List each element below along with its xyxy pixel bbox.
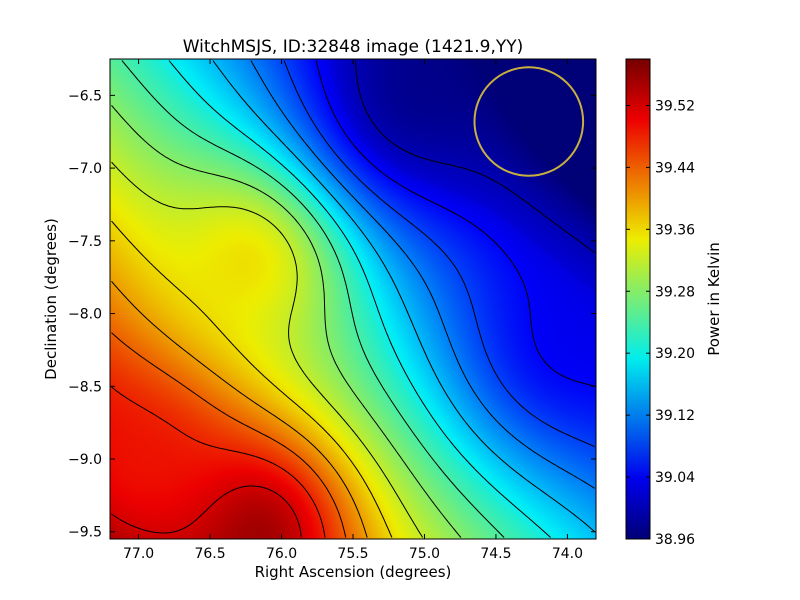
contour-line <box>354 60 595 254</box>
colorbar-ticks: 39.52 39.44 39.36 39.28 39.20 39.12 39.04 38.96 <box>626 98 695 548</box>
colorbar-tick-label: 39.04 <box>655 470 695 486</box>
colorbar-tick-label: 39.52 <box>655 98 695 114</box>
x-axis: 77.0 76.5 76.0 75.5 75.0 74.5 74.0 <box>123 59 583 562</box>
heatmap-image <box>110 59 596 539</box>
y-tick-label: −6.5 <box>68 88 102 104</box>
x-tick-label: 74.5 <box>480 546 511 562</box>
y-axis: −6.5 −7.0 −7.5 −8.0 −8.5 −9.0 −9.5 <box>68 88 596 541</box>
colorbar-frame <box>625 58 651 540</box>
colorbar-gradient <box>626 59 650 539</box>
plot-area: 77.0 76.5 76.0 75.5 75.0 74.5 74.0 −6.5 −7.0 −7.… <box>68 58 597 562</box>
x-tick-label: 76.5 <box>194 546 225 562</box>
chart-title: WitchMSJS, ID:32848 image (1421.9,YY) <box>183 37 524 57</box>
contour-line <box>111 220 393 538</box>
colorbar-tick-label: 39.36 <box>655 222 695 238</box>
beam-circle <box>473 66 585 177</box>
colorbar-tick-label: 39.20 <box>655 346 695 362</box>
contour-line <box>111 105 462 538</box>
contour-line <box>111 386 326 538</box>
y-tick-label: −9.0 <box>68 452 102 468</box>
contour-line <box>111 485 302 538</box>
x-tick-label: 76.0 <box>266 546 297 562</box>
x-tick-label: 77.0 <box>123 546 154 562</box>
colorbar: 39.52 39.44 39.36 39.28 39.20 39.12 39.04 38.96… <box>625 58 723 548</box>
contour-line <box>121 60 505 538</box>
contour-line <box>250 60 595 489</box>
contour-line <box>168 60 551 538</box>
contour-line <box>315 60 595 387</box>
y-tick-label: −7.5 <box>68 234 102 250</box>
y-tick-label: −7.0 <box>68 161 102 177</box>
contour-line <box>111 161 424 538</box>
x-tick-label: 75.0 <box>409 546 440 562</box>
colorbar-tick-label: 39.44 <box>655 160 695 176</box>
x-tick-label: 74.0 <box>552 546 583 562</box>
colorbar-tick-label: 39.28 <box>655 284 695 300</box>
contour-line <box>283 60 595 448</box>
contour-line <box>212 60 595 532</box>
contour-lines <box>111 60 595 538</box>
colorbar-tick-label: 38.96 <box>655 532 695 548</box>
contour-line <box>111 280 368 538</box>
contour-line <box>111 332 347 538</box>
y-tick-label: −8.5 <box>68 379 102 395</box>
y-tick-label: −8.0 <box>68 307 102 323</box>
colorbar-label: Power in Kelvin <box>705 242 723 356</box>
colorbar-tick-label: 39.12 <box>655 408 695 424</box>
x-axis-label: Right Ascension (degrees) <box>255 563 452 581</box>
y-tick-label: −9.5 <box>68 525 102 541</box>
y-axis-label: Declination (degrees) <box>42 218 60 380</box>
x-tick-label: 75.5 <box>337 546 368 562</box>
